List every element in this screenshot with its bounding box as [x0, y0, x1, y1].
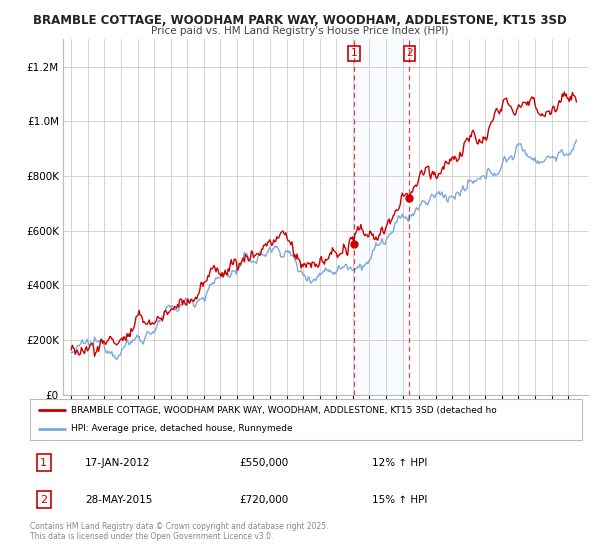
Text: 2: 2	[406, 48, 413, 58]
Text: BRAMBLE COTTAGE, WOODHAM PARK WAY, WOODHAM, ADDLESTONE, KT15 3SD: BRAMBLE COTTAGE, WOODHAM PARK WAY, WOODH…	[33, 14, 567, 27]
Text: £720,000: £720,000	[240, 494, 289, 505]
Text: Price paid vs. HM Land Registry's House Price Index (HPI): Price paid vs. HM Land Registry's House …	[151, 26, 449, 36]
Text: 1: 1	[40, 458, 47, 468]
Text: 2: 2	[40, 494, 47, 505]
Text: £550,000: £550,000	[240, 458, 289, 468]
Text: BRAMBLE COTTAGE, WOODHAM PARK WAY, WOODHAM, ADDLESTONE, KT15 3SD (detached ho: BRAMBLE COTTAGE, WOODHAM PARK WAY, WOODH…	[71, 405, 497, 414]
Bar	[353, 39, 409, 395]
Text: 1: 1	[350, 48, 357, 58]
Text: 12% ↑ HPI: 12% ↑ HPI	[372, 458, 428, 468]
Text: Contains HM Land Registry data © Crown copyright and database right 2025.
This d: Contains HM Land Registry data © Crown c…	[30, 522, 329, 542]
Text: 28-MAY-2015: 28-MAY-2015	[85, 494, 152, 505]
Text: HPI: Average price, detached house, Runnymede: HPI: Average price, detached house, Runn…	[71, 424, 293, 433]
Text: 17-JAN-2012: 17-JAN-2012	[85, 458, 151, 468]
Text: 15% ↑ HPI: 15% ↑ HPI	[372, 494, 428, 505]
